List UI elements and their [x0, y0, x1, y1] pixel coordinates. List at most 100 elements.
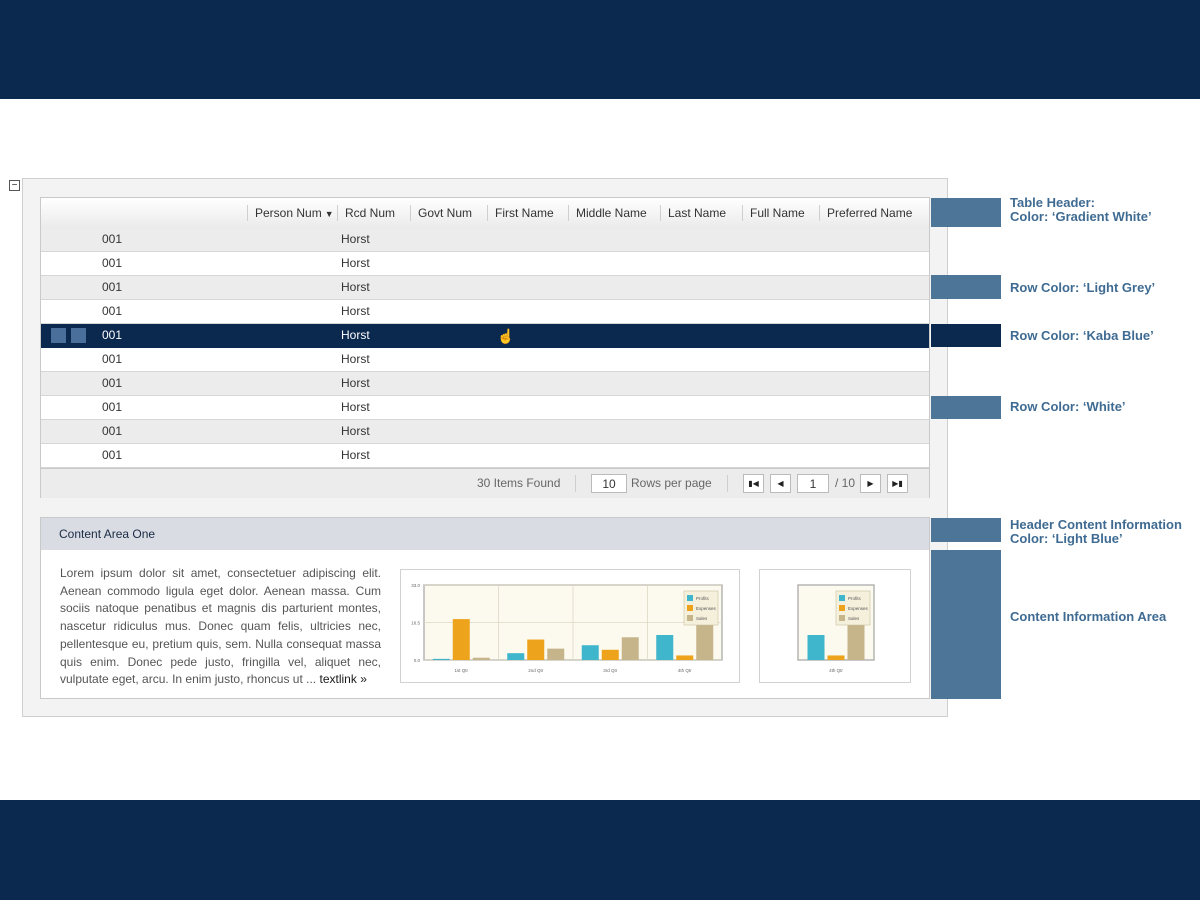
annotation-content-info-area: Content Information Area [1010, 609, 1167, 624]
legend-swatch [839, 605, 845, 611]
person-num-cell: 001 [102, 424, 123, 438]
annotation-marker-header-content [931, 518, 1001, 542]
data-table: Person Num ▼ Rcd Num Govt Num First Name … [40, 197, 930, 498]
person-num-cell: 001 [102, 256, 123, 270]
legend-label: Sales [848, 616, 860, 621]
table-row[interactable]: 001 Horst [41, 276, 929, 300]
page-number-input[interactable]: 1 [797, 474, 829, 493]
last-page-icon[interactable]: ▶▮ [887, 474, 908, 493]
bar-sales [847, 614, 865, 660]
next-page-icon[interactable]: ▶ [860, 474, 881, 493]
table-row[interactable]: 001 Horst [41, 228, 929, 252]
content-body: Lorem ipsum dolor sit amet, consectetuer… [60, 565, 381, 689]
rcd-num-cell: Horst [341, 400, 370, 414]
bar-expenses [676, 655, 694, 660]
column-header-govt-num[interactable]: Govt Num [410, 198, 487, 228]
first-page-icon[interactable]: ▮◀ [743, 474, 764, 493]
legend-label: Expenses [848, 606, 869, 611]
person-num-cell: 001 [102, 232, 123, 246]
annotation-marker-white [931, 396, 1001, 419]
content-title: Content Area One [59, 527, 156, 541]
content-area: Content Area One Lorem ipsum dolor sit a… [40, 517, 930, 699]
table-row[interactable]: 001 Horst [41, 348, 929, 372]
person-num-cell: 001 [102, 328, 123, 342]
items-found-count: 30 Items Found [477, 476, 561, 490]
annotation-header-content: Header Content Information Color: ‘Light… [1010, 518, 1182, 546]
legend-swatch [687, 595, 693, 601]
rcd-num-cell: Horst [341, 424, 370, 438]
column-header-middle-name[interactable]: Middle Name [568, 198, 660, 228]
rcd-num-cell: Horst [341, 328, 370, 342]
legend-label: Expenses [696, 606, 717, 611]
table-row[interactable]: 001 Horst [41, 396, 929, 420]
table-row[interactable]: 001 Horst [41, 420, 929, 444]
column-header-preferred-name[interactable]: Preferred Name [819, 198, 929, 228]
person-num-cell: 001 [102, 448, 123, 462]
content-header: Content Area One [41, 518, 929, 550]
person-num-cell: 001 [102, 280, 123, 294]
column-header-last-name[interactable]: Last Name [660, 198, 742, 228]
column-header-rcd-num[interactable]: Rcd Num [337, 198, 410, 228]
table-row[interactable]: 001 Horst [41, 444, 929, 468]
y-tick-label: 0.0 [414, 658, 421, 663]
prev-page-icon[interactable]: ◀ [770, 474, 791, 493]
legend-swatch [687, 615, 693, 621]
annotation-table-header: Table Header: Color: ‘Gradient White’ [1010, 196, 1152, 224]
textlink-arrow: » [360, 672, 367, 687]
table-row-selected[interactable]: 001 Horst ☝ [41, 324, 929, 348]
annotation-header-content-color: Color: ‘Light Blue’ [1010, 531, 1123, 546]
rcd-num-cell: Horst [341, 256, 370, 270]
total-pages: / 10 [835, 476, 856, 490]
annotation-table-header-color: Color: ‘Gradient White’ [1010, 209, 1152, 224]
table-row[interactable]: 001 Horst [41, 372, 929, 396]
annotation-header-content-title: Header Content Information [1010, 517, 1182, 532]
chart-container-main: 0.0 16.5 33.0 1st Qtr 2nd Qtr 3rd Qtr 4th Qtr P… [400, 569, 740, 683]
legend-swatch [839, 595, 845, 601]
y-tick-label: 33.0 [411, 583, 420, 588]
table-row[interactable]: 001 Horst [41, 300, 929, 324]
rows-per-page-label: Rows per page [631, 476, 712, 490]
x-tick-label: 4th Qtr [829, 668, 843, 673]
sort-down-icon: ▼ [324, 209, 334, 219]
row-action-icon[interactable] [51, 328, 66, 343]
annotation-marker-content-area [931, 550, 1001, 699]
annotation-marker-light-grey [931, 275, 1001, 299]
bar-profits [656, 635, 674, 660]
annotation-row-kaba-blue: Row Color: ‘Kaba Blue’ [1010, 328, 1154, 343]
row-action-icon[interactable] [71, 328, 86, 343]
divider [727, 475, 728, 492]
hand-cursor-icon: ☝ [497, 328, 515, 344]
bar-sales [472, 657, 490, 660]
pagination-bar: 30 Items Found 10 Rows per page ▮◀ ◀ 1 /… [41, 468, 929, 498]
textlink[interactable]: textlink » [320, 672, 367, 686]
column-header-first-name[interactable]: First Name [487, 198, 568, 228]
bar-sales [696, 614, 714, 660]
bar-expenses [452, 619, 470, 660]
bar-expenses [527, 639, 545, 660]
legend-label: Profits [848, 596, 862, 601]
bar-expenses [827, 655, 845, 660]
legend-swatch [687, 605, 693, 611]
collapse-icon[interactable]: − [9, 180, 20, 191]
bottom-banner [0, 800, 1200, 900]
column-header-full-name[interactable]: Full Name [742, 198, 819, 228]
annotation-marker-table-header [931, 198, 1001, 227]
annotation-marker-kaba-blue [931, 324, 1001, 347]
annotation-table-header-title: Table Header: [1010, 195, 1096, 210]
rows-per-page-input[interactable]: 10 [591, 474, 627, 493]
column-header-person-num[interactable]: Person Num ▼ [247, 198, 337, 228]
bar-expenses [601, 649, 619, 660]
x-tick-label: 2nd Qtr [528, 668, 544, 673]
person-num-cell: 001 [102, 352, 123, 366]
rcd-num-cell: Horst [341, 280, 370, 294]
person-num-cell: 001 [102, 304, 123, 318]
table-row[interactable]: 001 Horst [41, 252, 929, 276]
x-tick-label: 4th Qtr [678, 668, 692, 673]
person-num-cell: 001 [102, 400, 123, 414]
annotation-row-white: Row Color: ‘White’ [1010, 399, 1126, 414]
legend-label: Sales [696, 616, 708, 621]
bar-sales [547, 648, 565, 660]
person-num-cell: 001 [102, 376, 123, 390]
content-body-text: Lorem ipsum dolor sit amet, consectetuer… [60, 566, 381, 687]
y-tick-label: 16.5 [411, 621, 420, 626]
